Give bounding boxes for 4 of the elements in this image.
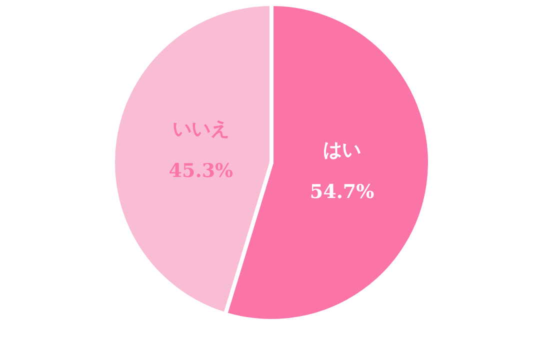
data-label: 45.3% (168, 160, 234, 182)
slice-label: いいえ (172, 118, 230, 140)
slice-label: はい (323, 138, 362, 161)
data-label: 54.7% (310, 180, 374, 203)
